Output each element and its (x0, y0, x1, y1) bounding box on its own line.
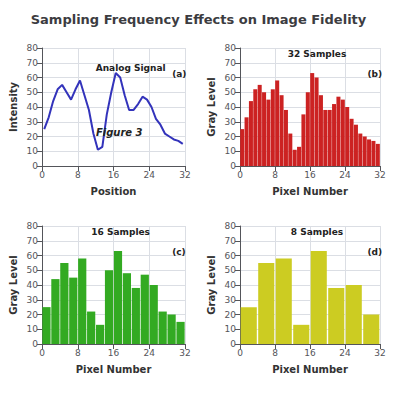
svg-text:0: 0 (39, 170, 45, 180)
svg-text:60: 60 (225, 73, 237, 83)
svg-text:20: 20 (27, 132, 39, 142)
svg-text:0: 0 (32, 161, 38, 171)
svg-text:70: 70 (27, 58, 39, 68)
svg-text:Analog Signal: Analog Signal (96, 63, 166, 73)
svg-text:Intensity: Intensity (8, 81, 19, 132)
svg-text:(c): (c) (172, 247, 186, 257)
svg-text:Position: Position (91, 186, 137, 197)
svg-text:40: 40 (225, 102, 237, 112)
svg-text:70: 70 (225, 236, 237, 246)
svg-text:0: 0 (32, 339, 38, 349)
svg-text:30: 30 (225, 117, 237, 127)
svg-text:30: 30 (225, 295, 237, 305)
svg-text:8 Samples: 8 Samples (291, 227, 343, 237)
svg-text:(b): (b) (367, 69, 382, 79)
svg-text:32: 32 (179, 348, 190, 358)
svg-text:(d): (d) (367, 247, 382, 257)
svg-text:24: 24 (339, 348, 351, 358)
svg-text:40: 40 (225, 280, 237, 290)
svg-text:16: 16 (108, 170, 120, 180)
svg-text:(a): (a) (172, 69, 186, 79)
svg-text:60: 60 (225, 251, 237, 261)
svg-text:8: 8 (272, 170, 278, 180)
svg-text:Pixel Number: Pixel Number (272, 186, 348, 197)
svg-text:32: 32 (374, 170, 385, 180)
svg-text:80: 80 (225, 221, 237, 231)
svg-text:32 Samples: 32 Samples (288, 49, 347, 59)
svg-text:50: 50 (225, 265, 237, 275)
svg-text:20: 20 (225, 132, 237, 142)
svg-text:80: 80 (27, 221, 39, 231)
svg-text:8: 8 (75, 170, 81, 180)
svg-text:Figure 3: Figure 3 (96, 127, 143, 138)
svg-text:32: 32 (179, 170, 190, 180)
svg-text:8: 8 (272, 348, 278, 358)
svg-text:32: 32 (374, 348, 385, 358)
svg-text:24: 24 (339, 170, 351, 180)
svg-text:50: 50 (27, 265, 39, 275)
svg-text:Gray Level: Gray Level (206, 77, 217, 136)
svg-text:24: 24 (144, 170, 156, 180)
svg-text:40: 40 (27, 102, 39, 112)
svg-text:Pixel Number: Pixel Number (272, 364, 348, 375)
svg-text:70: 70 (225, 58, 237, 68)
svg-text:10: 10 (27, 324, 39, 334)
svg-text:16: 16 (304, 170, 316, 180)
svg-text:10: 10 (225, 324, 237, 334)
svg-text:80: 80 (27, 43, 39, 53)
svg-text:30: 30 (27, 117, 39, 127)
svg-text:70: 70 (27, 236, 39, 246)
svg-text:80: 80 (225, 43, 237, 53)
svg-text:16: 16 (108, 348, 120, 358)
svg-text:0: 0 (230, 339, 236, 349)
svg-text:0: 0 (237, 170, 243, 180)
svg-text:8: 8 (75, 348, 81, 358)
svg-text:50: 50 (27, 87, 39, 97)
svg-text:0: 0 (39, 348, 45, 358)
svg-text:10: 10 (225, 146, 237, 156)
svg-text:60: 60 (27, 251, 39, 261)
svg-text:50: 50 (225, 87, 237, 97)
svg-text:Sampling Frequency Effects on: Sampling Frequency Effects on Image Fide… (31, 12, 367, 27)
svg-text:24: 24 (144, 348, 156, 358)
svg-text:30: 30 (27, 295, 39, 305)
svg-text:Gray Level: Gray Level (206, 255, 217, 314)
svg-text:0: 0 (237, 348, 243, 358)
svg-text:16: 16 (304, 348, 316, 358)
svg-text:20: 20 (225, 310, 237, 320)
svg-text:Pixel Number: Pixel Number (76, 364, 152, 375)
svg-text:10: 10 (27, 146, 39, 156)
svg-text:Gray Level: Gray Level (8, 255, 19, 314)
svg-text:16 Samples: 16 Samples (91, 227, 150, 237)
svg-text:40: 40 (27, 280, 39, 290)
svg-text:0: 0 (230, 161, 236, 171)
svg-text:20: 20 (27, 310, 39, 320)
svg-text:60: 60 (27, 73, 39, 83)
